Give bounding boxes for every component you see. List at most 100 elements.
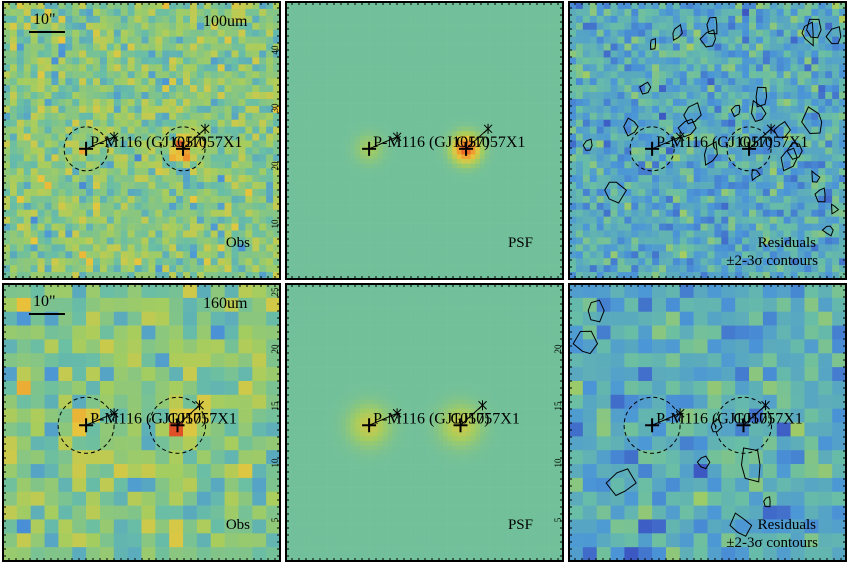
pixel <box>350 98 356 104</box>
pixel <box>99 15 108 24</box>
pixel <box>526 112 531 118</box>
pixel <box>470 126 476 132</box>
pixel <box>290 182 296 187</box>
pixel <box>359 163 365 169</box>
pixel <box>196 43 205 51</box>
pixel <box>406 195 411 201</box>
pixel <box>120 258 128 266</box>
pixel <box>44 230 52 238</box>
pixel <box>120 175 128 183</box>
pixel <box>456 140 462 146</box>
pixel <box>401 126 407 132</box>
pixel <box>387 108 393 114</box>
pixel <box>475 112 481 118</box>
pixel <box>521 34 527 40</box>
pixel <box>530 145 536 151</box>
pixel <box>37 195 45 204</box>
pixel <box>127 195 135 204</box>
pixel <box>415 209 421 215</box>
pixel <box>442 103 448 109</box>
pixel <box>189 272 198 280</box>
pixel <box>553 43 559 49</box>
pixel <box>530 20 536 26</box>
pixel <box>442 232 448 238</box>
pixel <box>299 75 305 81</box>
pixel <box>558 38 564 44</box>
pixel <box>327 182 333 187</box>
pixel <box>318 168 324 174</box>
pixel <box>134 85 142 93</box>
pixel <box>127 2 135 10</box>
pixel <box>72 258 80 266</box>
pixel <box>44 216 52 224</box>
pixel <box>99 112 108 121</box>
pixel <box>350 218 356 224</box>
pixel <box>466 122 471 127</box>
pixel <box>23 195 31 204</box>
pixel <box>498 71 504 77</box>
pixel <box>553 145 559 151</box>
pixel <box>304 154 310 160</box>
pixel <box>415 177 421 183</box>
pixel <box>489 20 495 26</box>
pixel <box>433 135 439 141</box>
pixel <box>162 50 170 58</box>
pixel <box>341 205 347 211</box>
pixel <box>37 175 45 183</box>
pixel <box>392 242 398 247</box>
pixel <box>447 168 453 174</box>
pixel <box>438 154 444 160</box>
pixel <box>429 163 435 169</box>
pixel <box>332 108 338 114</box>
pixel <box>410 172 416 178</box>
pixel <box>447 154 453 160</box>
pixel <box>456 237 462 243</box>
pixel <box>516 140 522 146</box>
pixel <box>387 172 393 178</box>
pixel <box>309 168 314 174</box>
pixel <box>502 62 508 67</box>
pixel <box>378 34 384 40</box>
pixel <box>378 52 384 58</box>
pixel <box>266 154 274 162</box>
pixel <box>512 131 518 137</box>
pixel <box>516 209 522 215</box>
pixel <box>313 191 319 197</box>
pixel <box>387 6 393 12</box>
pixel <box>304 11 310 17</box>
pixel <box>553 66 559 72</box>
pixel <box>318 117 324 123</box>
pixel <box>259 50 267 58</box>
pixel <box>498 149 504 155</box>
pixel <box>424 117 430 123</box>
pixel <box>539 29 545 35</box>
pixel <box>231 216 239 224</box>
pixel <box>238 43 246 51</box>
pixel <box>382 43 388 49</box>
pixel <box>382 108 388 114</box>
pixel <box>162 251 170 259</box>
pixel <box>461 71 467 77</box>
pixel <box>313 126 319 132</box>
pixel <box>318 52 324 58</box>
pixel <box>72 105 80 114</box>
pixel <box>382 98 388 104</box>
pixel <box>58 161 66 169</box>
pixel <box>369 237 375 243</box>
pixel <box>507 52 513 58</box>
pixel <box>346 135 351 141</box>
pixel <box>433 80 439 86</box>
pixel <box>189 29 198 37</box>
pixel <box>224 168 232 176</box>
pixel <box>72 182 80 190</box>
pixel <box>309 29 314 35</box>
pixel <box>231 251 239 259</box>
pixel <box>51 57 59 65</box>
pixel <box>521 48 527 54</box>
pixel <box>438 71 444 77</box>
pixel <box>162 154 170 162</box>
pixel <box>16 15 25 24</box>
pixel <box>273 140 281 148</box>
pixel <box>266 15 274 24</box>
pixel <box>410 6 416 12</box>
